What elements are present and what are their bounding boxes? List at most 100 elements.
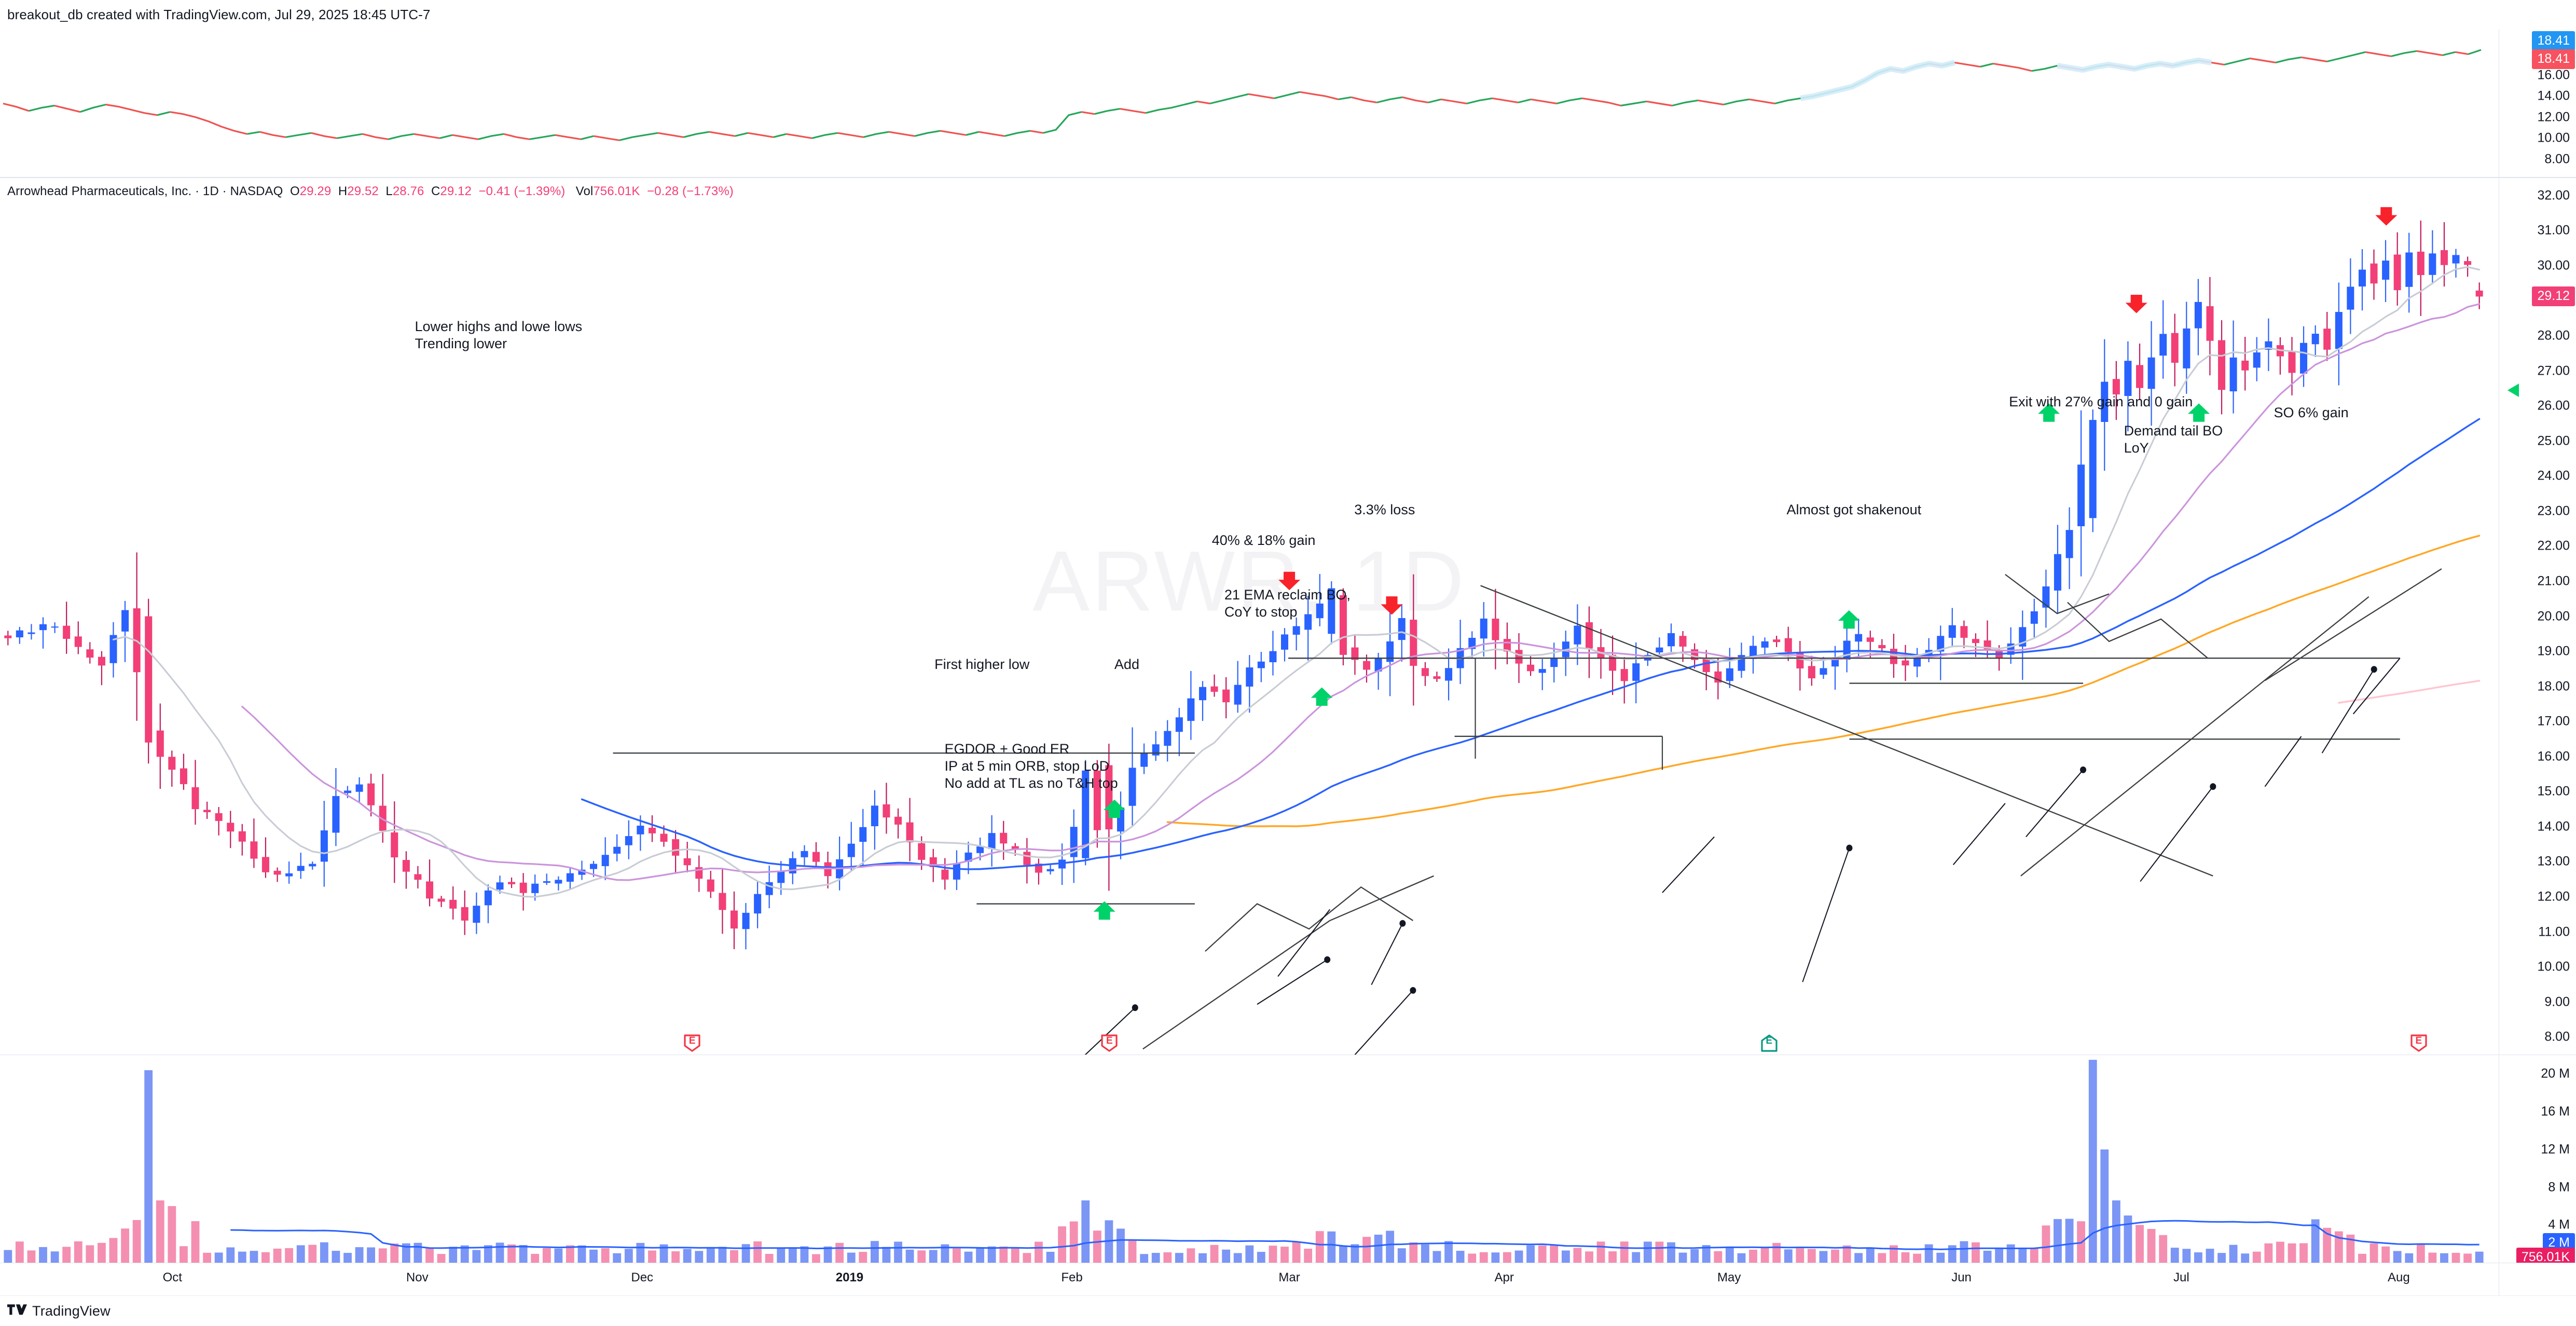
so-6-note[interactable]: SO 6% gain [2274,404,2349,420]
add-note[interactable]: Add [1114,656,1139,672]
price-axis-label: 28.00 [2537,328,2570,343]
legend-low-value: 28.76 [392,184,424,198]
time-axis-tick: Oct [162,1270,182,1284]
time-axis-tick: May [1717,1270,1741,1284]
overview-badge-blue: 18.41 [2532,31,2575,51]
earnings-shield-down-icon [684,1034,700,1052]
overview-axis-label: 10.00 [2537,130,2570,145]
price-axis-label: 31.00 [2537,223,2570,238]
price-axis-label: 11.00 [2538,924,2570,939]
volume-axis-label: 4 M [2548,1217,2570,1232]
time-tick-row: Oct Nov Dec 2019 Feb Mar Apr May Jun Jul Aug [0,1263,2499,1295]
time-axis-tick: Jul [2173,1270,2189,1284]
earnings-letter: E [1766,1035,1773,1046]
gain-40-18-note[interactable]: 40% & 18% gain [1211,532,1316,549]
credit-bar: breakout_db created with TradingView.com… [0,0,2576,29]
overview-axis-label: 8.00 [2544,152,2570,167]
first-higher-low-note[interactable]: First higher low [934,656,1030,672]
tradingview-logo[interactable]: TradingView [7,1303,111,1319]
price-axis-label: 30.00 [2537,258,2570,273]
price-axis-label: 10.00 [2537,959,2570,974]
egdor-note[interactable]: EGDOR + Good ER IP at 5 min ORB, stop Lo… [944,741,1118,791]
earnings-letter: E [2415,1035,2422,1046]
price-axis-label: 26.00 [2537,398,2570,413]
price-axis-label: 15.00 [2537,784,2570,799]
main-price-pane: ARWR, 1D Arrowhead Pharmaceuticals, Inc.… [0,177,2576,1055]
legend-close-value: 29.12 [440,184,472,198]
volume-axis-label: 16 M [2541,1104,2570,1119]
price-axis-label: 27.00 [2537,363,2570,378]
annotation-lines [613,207,2442,1055]
exit-27-note[interactable]: Exit with 27% gain and 0 gain [2009,394,2193,410]
earnings-shield-down-icon [1101,1034,1118,1052]
price-axis-label: 16.00 [2537,749,2570,764]
credit-text: breakout_db created with TradingView.com… [7,6,431,22]
time-axis-tick: Mar [1278,1270,1300,1284]
price-axis-label: 23.00 [2537,503,2570,518]
current-price-badge: 29.12 [2532,286,2575,307]
legend-exchange: NASDAQ [230,184,283,198]
earnings-marker[interactable]: E [2410,1034,2428,1052]
legend-sep-1: · [191,184,203,198]
main-price-axis[interactable]: 32.00 31.00 30.00 28.00 27.00 26.00 25.00 24.00… [2499,178,2576,1055]
loss-33-note[interactable]: 3.3% loss [1354,502,1415,518]
volume-plot[interactable] [0,1055,2499,1263]
main-plot[interactable]: ARWR, 1D Arrowhead Pharmaceuticals, Inc.… [0,178,2499,1055]
price-axis-label: 19.00 [2537,644,2570,659]
price-axis-label: 22.00 [2537,538,2570,553]
time-axis-tick: Feb [1061,1270,1083,1284]
earnings-marker[interactable]: E [683,1034,701,1052]
time-axis-tick: Jun [1951,1270,1972,1284]
price-axis-label: 18.00 [2537,679,2570,694]
legend-interval[interactable]: 1D [202,184,219,198]
earnings-marker[interactable]: E [1760,1034,1778,1052]
legend-close-label: C [431,184,440,198]
price-axis-label: 12.00 [2537,889,2570,904]
lower-highs-note[interactable]: Lower highs and lowe lows Trending lower [415,319,583,352]
price-axis-label: 25.00 [2537,433,2570,448]
demand-tail-note[interactable]: Demand tail BO LoY [2124,423,2223,456]
price-axis-label: 32.00 [2537,188,2570,203]
tradingview-mark-icon [7,1304,27,1315]
earnings-marker[interactable]: E [1100,1034,1118,1052]
time-axis[interactable]: Oct Nov Dec 2019 Feb Mar Apr May Jun Jul Aug [0,1263,2576,1295]
earnings-shield-up-icon [1761,1034,1778,1052]
time-axis-tick: Nov [406,1270,429,1284]
legend-symbol[interactable]: Arrowhead Pharmaceuticals, Inc. [7,184,192,198]
volume-axis-label: 20 M [2541,1066,2570,1081]
legend-open-value: 29.29 [299,184,332,198]
volume-axis-label: 12 M [2541,1142,2570,1157]
earnings-letter: E [688,1035,696,1046]
overview-axis-label: 16.00 [2537,67,2570,83]
price-axis-label: 14.00 [2537,819,2570,834]
tradingview-wordmark: TradingView [32,1303,111,1319]
almost-shakenout-note[interactable]: Almost got shakenout [1786,502,1922,518]
earnings-letter: E [1106,1035,1113,1046]
time-axis-tick: Apr [1494,1270,1514,1284]
legend-high-label: H [338,184,348,198]
legend-high-value: 29.52 [347,184,379,198]
earnings-shield-down-icon [2410,1034,2427,1052]
overview-plot[interactable] [0,29,2499,177]
price-axis-label: 8.00 [2544,1029,2570,1044]
ema-reclaim-note[interactable]: 21 EMA reclaim BO, CoY to stop [1224,587,1351,620]
price-axis-label: 24.00 [2537,468,2570,483]
main-candles-and-mas [4,220,2483,950]
legend-open-label: O [290,184,300,198]
price-axis-label: 13.00 [2537,854,2570,869]
legend-volume-change: −0.28 (−1.73%) [647,184,734,198]
legend-volume-value: 756.01K [593,184,640,198]
volume-bars [4,1060,2484,1263]
time-axis-tick: Dec [631,1270,654,1284]
time-axis-tick: 2019 [835,1270,864,1284]
footer: TradingView [0,1295,2576,1326]
legend-sep-2: · [218,184,230,198]
legend-low-label: L [385,184,393,198]
overview-axis-label: 14.00 [2537,88,2570,103]
price-axis-label: 21.00 [2537,573,2570,589]
